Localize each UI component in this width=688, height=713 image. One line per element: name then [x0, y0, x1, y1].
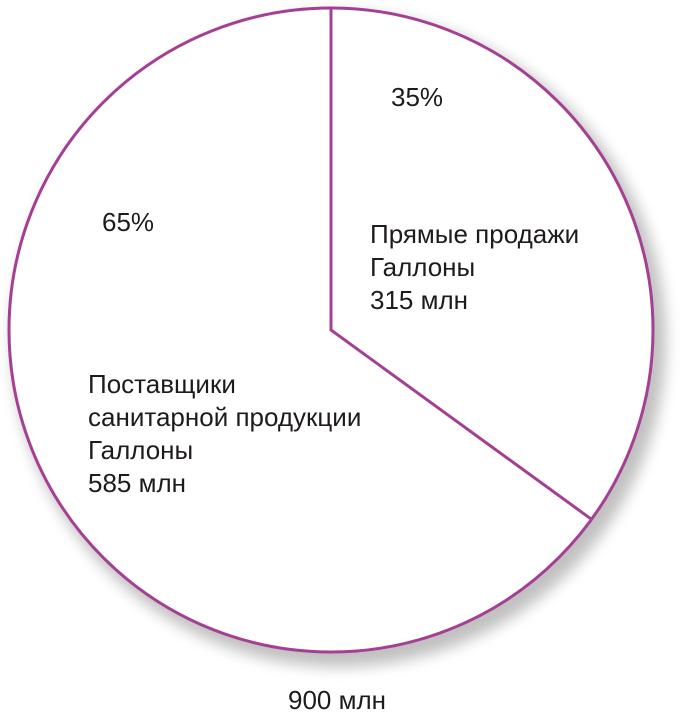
- slice-1-data-label: Прямые продажи Галлоны 315 млн: [370, 218, 579, 317]
- total-label: 900 млн: [288, 685, 387, 713]
- slice-1-percent-label: 35%: [391, 82, 444, 112]
- slice-divider-line-2: [329, 328, 593, 521]
- slice-1-name: Прямые продажи: [370, 219, 580, 249]
- slice-2-unit: Галлоны: [88, 435, 194, 465]
- slice-2-name-line-2: санитарной продукции: [88, 402, 362, 432]
- slice-1-value: 315 млн: [370, 285, 469, 315]
- slice-2-data-label: Поставщики санитарной продукции Галлоны …: [88, 368, 361, 500]
- slice-2-percent-label: 65%: [102, 207, 155, 237]
- slice-2-value: 585 млн: [88, 468, 187, 498]
- slice-1-unit: Галлоны: [370, 252, 476, 282]
- slice-2-name-line-1: Поставщики: [88, 369, 236, 399]
